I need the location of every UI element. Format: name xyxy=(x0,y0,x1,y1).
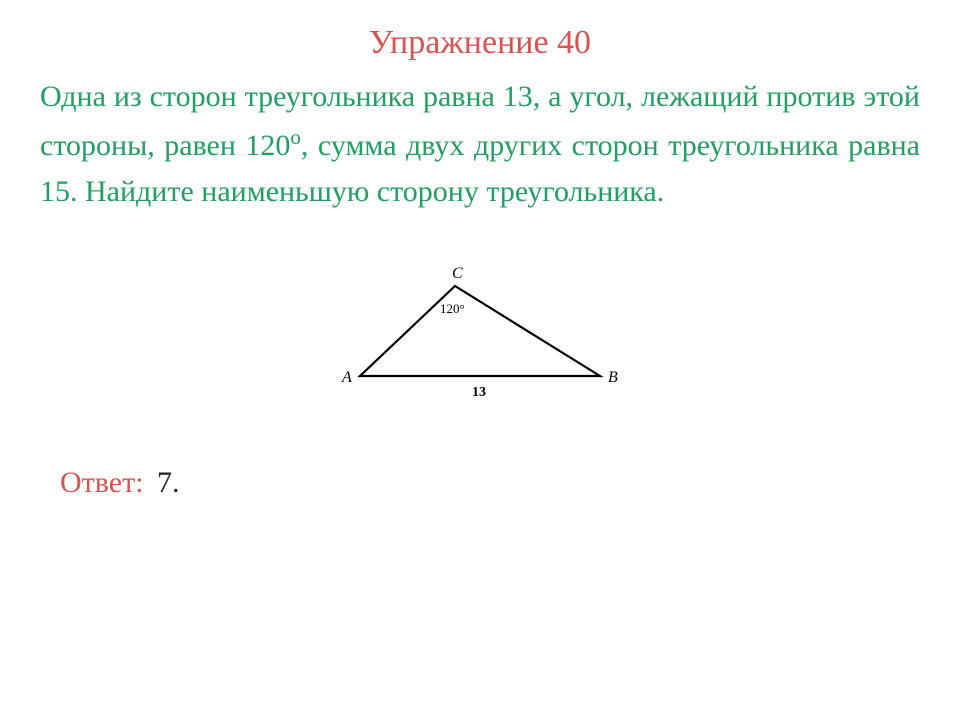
triangle-shape xyxy=(360,286,600,376)
answer-label: Ответ: xyxy=(60,466,144,499)
vertex-b-label: B xyxy=(608,369,618,386)
answer-line: Ответ: 7. xyxy=(60,466,920,500)
vertex-a-label: A xyxy=(341,369,352,386)
problem-statement: Одна из сторон треугольника равна 13, а … xyxy=(40,74,920,216)
problem-text: Одна из сторон треугольника равна 13, а … xyxy=(40,80,920,208)
exercise-title: Упражнение 40 xyxy=(40,24,920,62)
title-text: Упражнение 40 xyxy=(369,24,591,61)
answer-value: 7. xyxy=(157,466,180,499)
slide: Упражнение 40 Одна из сторон треугольник… xyxy=(0,0,960,720)
angle-label: 120° xyxy=(440,301,465,316)
vertex-c-label: C xyxy=(452,265,463,282)
side-label: 13 xyxy=(472,385,486,400)
triangle-diagram: A B C 120° 13 xyxy=(320,256,640,406)
figure-container: A B C 120° 13 xyxy=(40,256,920,406)
